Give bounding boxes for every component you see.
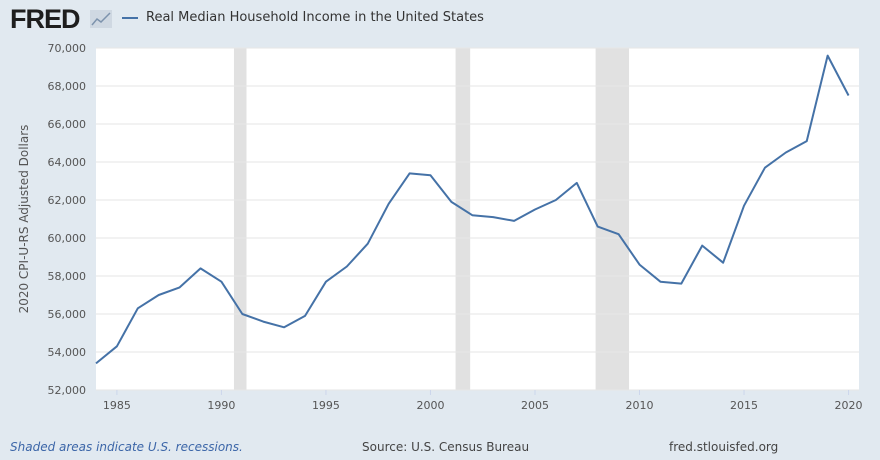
x-tick-label: 1995: [312, 399, 340, 412]
x-tick-label: 2000: [416, 399, 444, 412]
y-tick-label: 70,000: [48, 42, 87, 55]
chart-logo-icon: [90, 10, 112, 28]
recession-band: [455, 48, 471, 390]
recession-band: [233, 48, 247, 390]
y-tick-label: 58,000: [48, 270, 87, 283]
y-tick-label: 52,000: [48, 384, 87, 397]
source-note: Source: U.S. Census Bureau: [362, 440, 530, 454]
x-tick-label: 2020: [835, 399, 863, 412]
recessions-note: Shaded areas indicate U.S. recessions.: [10, 440, 243, 454]
legend: Real Median Household Income in the Unit…: [122, 10, 484, 25]
x-tick-label: 1990: [207, 399, 235, 412]
legend-swatch: [122, 16, 138, 19]
fred-logo[interactable]: FRED: [10, 4, 80, 34]
plot-area: [96, 48, 859, 390]
y-tick-label: 64,000: [48, 156, 87, 169]
y-tick-label: 60,000: [48, 232, 87, 245]
y-tick-label: 62,000: [48, 194, 87, 207]
y-tick-label: 56,000: [48, 308, 87, 321]
x-tick-label: 2005: [521, 399, 549, 412]
fred-link[interactable]: fred.stlouisfed.org: [669, 440, 779, 454]
line-chart: 52,000 54,000 56,000 58,000 60,000 62,000 64,0…: [17, 42, 863, 412]
x-tick-label: 2015: [730, 399, 758, 412]
recession-band: [595, 48, 630, 390]
legend-label: Real Median Household Income in the Unit…: [146, 10, 484, 25]
x-tick-label: 1985: [103, 399, 131, 412]
x-tick-label: 2010: [626, 399, 654, 412]
y-tick-label: 68,000: [48, 80, 87, 93]
y-tick-label: 66,000: [48, 118, 87, 131]
y-tick-label: 54,000: [48, 346, 87, 359]
y-axis-label: 2020 CPI-U-RS Adjusted Dollars: [17, 125, 31, 314]
